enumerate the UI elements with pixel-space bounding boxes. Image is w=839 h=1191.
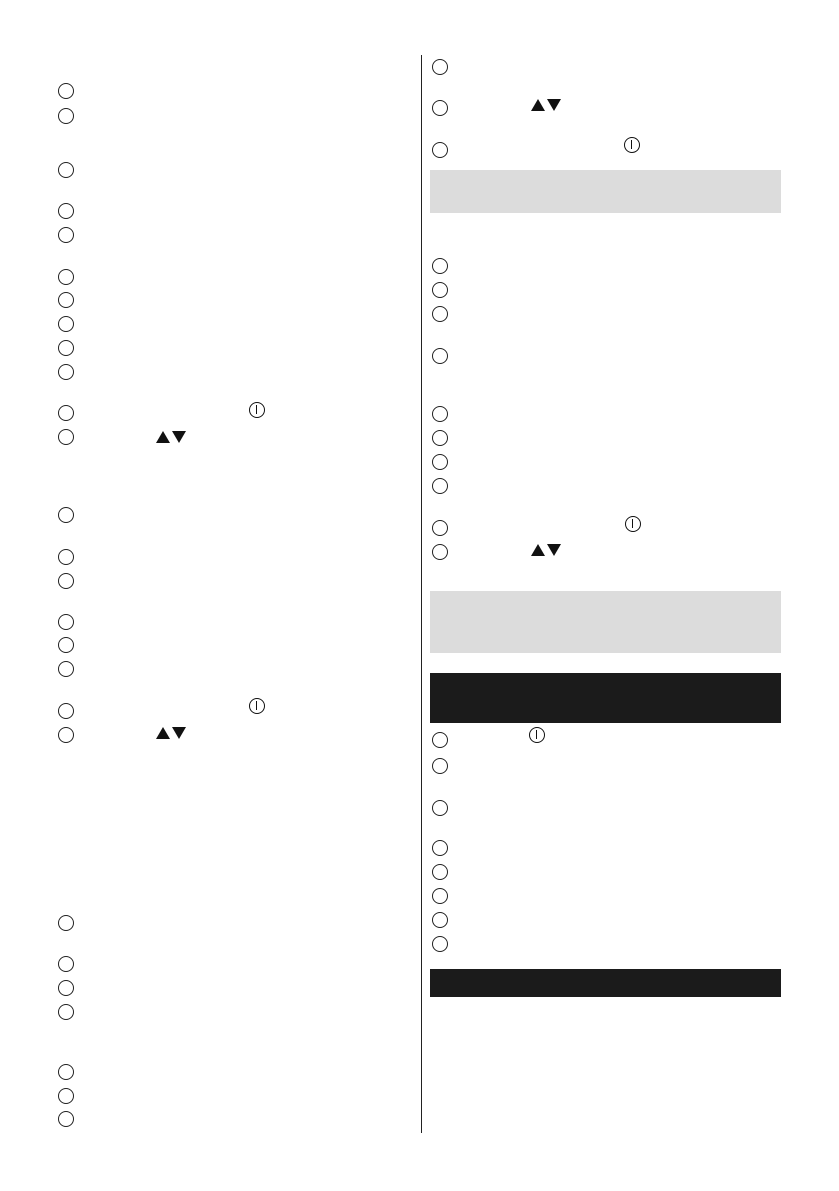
circle-icon bbox=[58, 507, 74, 523]
power-icon bbox=[625, 516, 641, 532]
up-down-arrows-icon bbox=[531, 542, 565, 558]
circle-icon bbox=[432, 520, 448, 536]
power-icon bbox=[624, 137, 640, 153]
circle-icon bbox=[58, 614, 74, 630]
power-icon bbox=[249, 402, 265, 418]
power-icon bbox=[249, 698, 265, 714]
up-down-arrows-icon bbox=[156, 725, 190, 741]
circle-icon bbox=[58, 1064, 74, 1080]
circle-icon bbox=[432, 59, 448, 75]
circle-icon bbox=[58, 1088, 74, 1104]
circle-icon bbox=[432, 258, 448, 274]
circle-icon bbox=[432, 306, 448, 322]
circle-icon bbox=[58, 429, 74, 445]
circle-icon bbox=[58, 1004, 74, 1020]
circle-icon bbox=[432, 732, 448, 748]
grey-band bbox=[430, 170, 781, 213]
circle-icon bbox=[432, 864, 448, 880]
black-band bbox=[430, 969, 781, 997]
circle-icon bbox=[58, 227, 74, 243]
circle-icon bbox=[58, 1111, 74, 1127]
circle-icon bbox=[58, 637, 74, 653]
up-down-arrows-icon bbox=[156, 429, 190, 445]
circle-icon bbox=[432, 348, 448, 364]
circle-icon bbox=[58, 269, 74, 285]
circle-icon bbox=[58, 108, 74, 124]
circle-icon bbox=[58, 203, 74, 219]
circle-icon bbox=[432, 454, 448, 470]
circle-icon bbox=[58, 661, 74, 677]
circle-icon bbox=[58, 703, 74, 719]
circle-icon bbox=[58, 573, 74, 589]
circle-icon bbox=[432, 840, 448, 856]
circle-icon bbox=[58, 83, 74, 99]
circle-icon bbox=[58, 405, 74, 421]
circle-icon bbox=[58, 292, 74, 308]
circle-icon bbox=[432, 936, 448, 952]
black-band bbox=[430, 673, 781, 723]
circle-icon bbox=[432, 406, 448, 422]
column-divider bbox=[421, 55, 422, 1133]
circle-icon bbox=[58, 915, 74, 931]
circle-icon bbox=[58, 956, 74, 972]
circle-icon bbox=[58, 727, 74, 743]
up-down-arrows-icon bbox=[531, 97, 565, 113]
grey-band bbox=[430, 591, 781, 653]
circle-icon bbox=[58, 980, 74, 996]
circle-icon bbox=[432, 758, 448, 774]
circle-icon bbox=[432, 544, 448, 560]
circle-icon bbox=[432, 282, 448, 298]
circle-icon bbox=[432, 888, 448, 904]
circle-icon bbox=[58, 316, 74, 332]
circle-icon bbox=[432, 430, 448, 446]
circle-icon bbox=[432, 800, 448, 816]
circle-icon bbox=[432, 912, 448, 928]
circle-icon bbox=[432, 478, 448, 494]
circle-icon bbox=[58, 340, 74, 356]
circle-icon bbox=[432, 100, 448, 116]
circle-icon bbox=[432, 142, 448, 158]
circle-icon bbox=[58, 364, 74, 380]
circle-icon bbox=[58, 162, 74, 178]
circle-icon bbox=[58, 549, 74, 565]
power-icon bbox=[529, 727, 545, 743]
